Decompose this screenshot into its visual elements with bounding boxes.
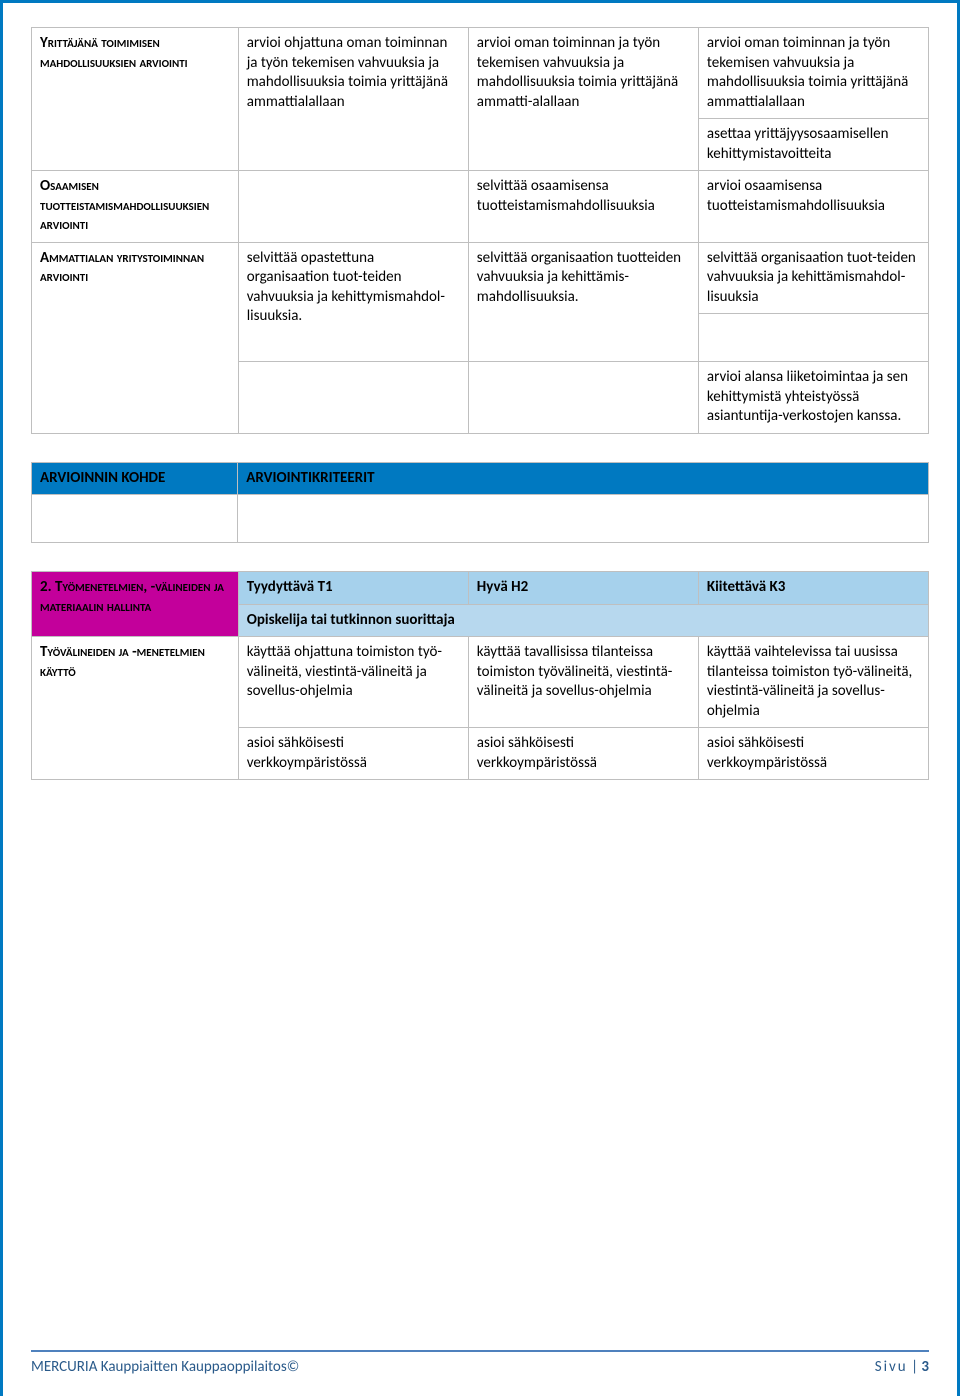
cell-t1: käyttää ohjattuna toimiston työ-välineit…: [238, 637, 468, 728]
table-row: Yrittäjänä toimimisen mahdollisuuksien a…: [32, 28, 929, 119]
cell-empty: [238, 495, 929, 543]
criteria-table-1: Yrittäjänä toimimisen mahdollisuuksien a…: [31, 27, 929, 434]
section-header-left: ARVIOINNIN KOHDE: [32, 462, 238, 495]
section-header-table: ARVIOINNIN KOHDE ARVIOINTIKRITEERIT: [31, 462, 929, 544]
cell-t1: [238, 171, 468, 243]
cell-k3: arvioi alansa liiketoimintaa ja sen kehi…: [698, 362, 928, 434]
row-label-blue: Työvälineiden ja -menetelmien käyttö: [32, 637, 239, 780]
section-header-right: ARVIOINTIKRITEERIT: [238, 462, 929, 495]
cell-t1: arvioi ohjattuna oman toiminnan ja työn …: [238, 28, 468, 171]
cell-h2: [468, 362, 698, 434]
cell-k3: käyttää vaihtelevissa tai uusissa tilant…: [698, 637, 928, 728]
footer-left: MERCURIA Kauppiaitten Kauppaoppilaitos©: [31, 1358, 299, 1376]
grade-k3: Kiitettävä K3: [698, 572, 928, 605]
row-label-magenta: 2. Työmenetelmien, -välineiden ja materi…: [32, 572, 239, 637]
cell-k3: asettaa yrittäjyysosaamisellen kehittymi…: [698, 119, 928, 171]
sub-header: Opiskelija tai tutkinnon suorittaja: [238, 604, 928, 637]
cell-t1: [238, 362, 468, 434]
cell-k3: arvioi oman toiminnan ja työn tekemisen …: [698, 28, 928, 119]
grade-t1: Tyydyttävä T1: [238, 572, 468, 605]
cell-k3: selvittää organisaation tuot-teiden vahv…: [698, 242, 928, 314]
table-row: Ammattialan yritystoiminnan arviointi se…: [32, 242, 929, 314]
grade-h2: Hyvä H2: [468, 572, 698, 605]
cell-h2: arvioi oman toiminnan ja työn tekemisen …: [468, 28, 698, 171]
cell-h2: selvittää organisaation tuotteiden vahvu…: [468, 242, 698, 362]
row-label: Yrittäjänä toimimisen mahdollisuuksien a…: [32, 28, 239, 171]
footer-sep: |: [908, 1358, 922, 1376]
cell-k3: asioi sähköisesti verkkoympäristössä: [698, 728, 928, 780]
criteria-table-2: 2. Työmenetelmien, -välineiden ja materi…: [31, 571, 929, 780]
footer-right: Sivu | 3: [875, 1358, 929, 1376]
table-row: 2. Työmenetelmien, -välineiden ja materi…: [32, 572, 929, 605]
table-row: Osaamisen tuotteistamismahdollisuuksien …: [32, 171, 929, 243]
table-row: Työvälineiden ja -menetelmien käyttö käy…: [32, 637, 929, 728]
cell-h2: asioi sähköisesti verkkoympäristössä: [468, 728, 698, 780]
page-footer: MERCURIA Kauppiaitten Kauppaoppilaitos© …: [31, 1350, 929, 1376]
cell-t1: selvittää opastettuna organisaation tuot…: [238, 242, 468, 362]
table-row: [32, 495, 929, 543]
row-label: Ammattialan yritystoiminnan arviointi: [32, 242, 239, 433]
cell-k3: arvioi osaamisensa tuotteistamismahdolli…: [698, 171, 928, 243]
footer-page-number: 3: [921, 1358, 929, 1376]
row-label: Osaamisen tuotteistamismahdollisuuksien …: [32, 171, 239, 243]
footer-page-label: Sivu: [875, 1358, 908, 1376]
cell-empty: [32, 495, 238, 543]
cell-h2: käyttää tavallisissa tilanteissa toimist…: [468, 637, 698, 728]
section-header-row: ARVIOINNIN KOHDE ARVIOINTIKRITEERIT: [32, 462, 929, 495]
cell-t1: asioi sähköisesti verkkoympäristössä: [238, 728, 468, 780]
cell-h2: selvittää osaamisensa tuotteistamismahdo…: [468, 171, 698, 243]
cell-empty: [698, 314, 928, 362]
